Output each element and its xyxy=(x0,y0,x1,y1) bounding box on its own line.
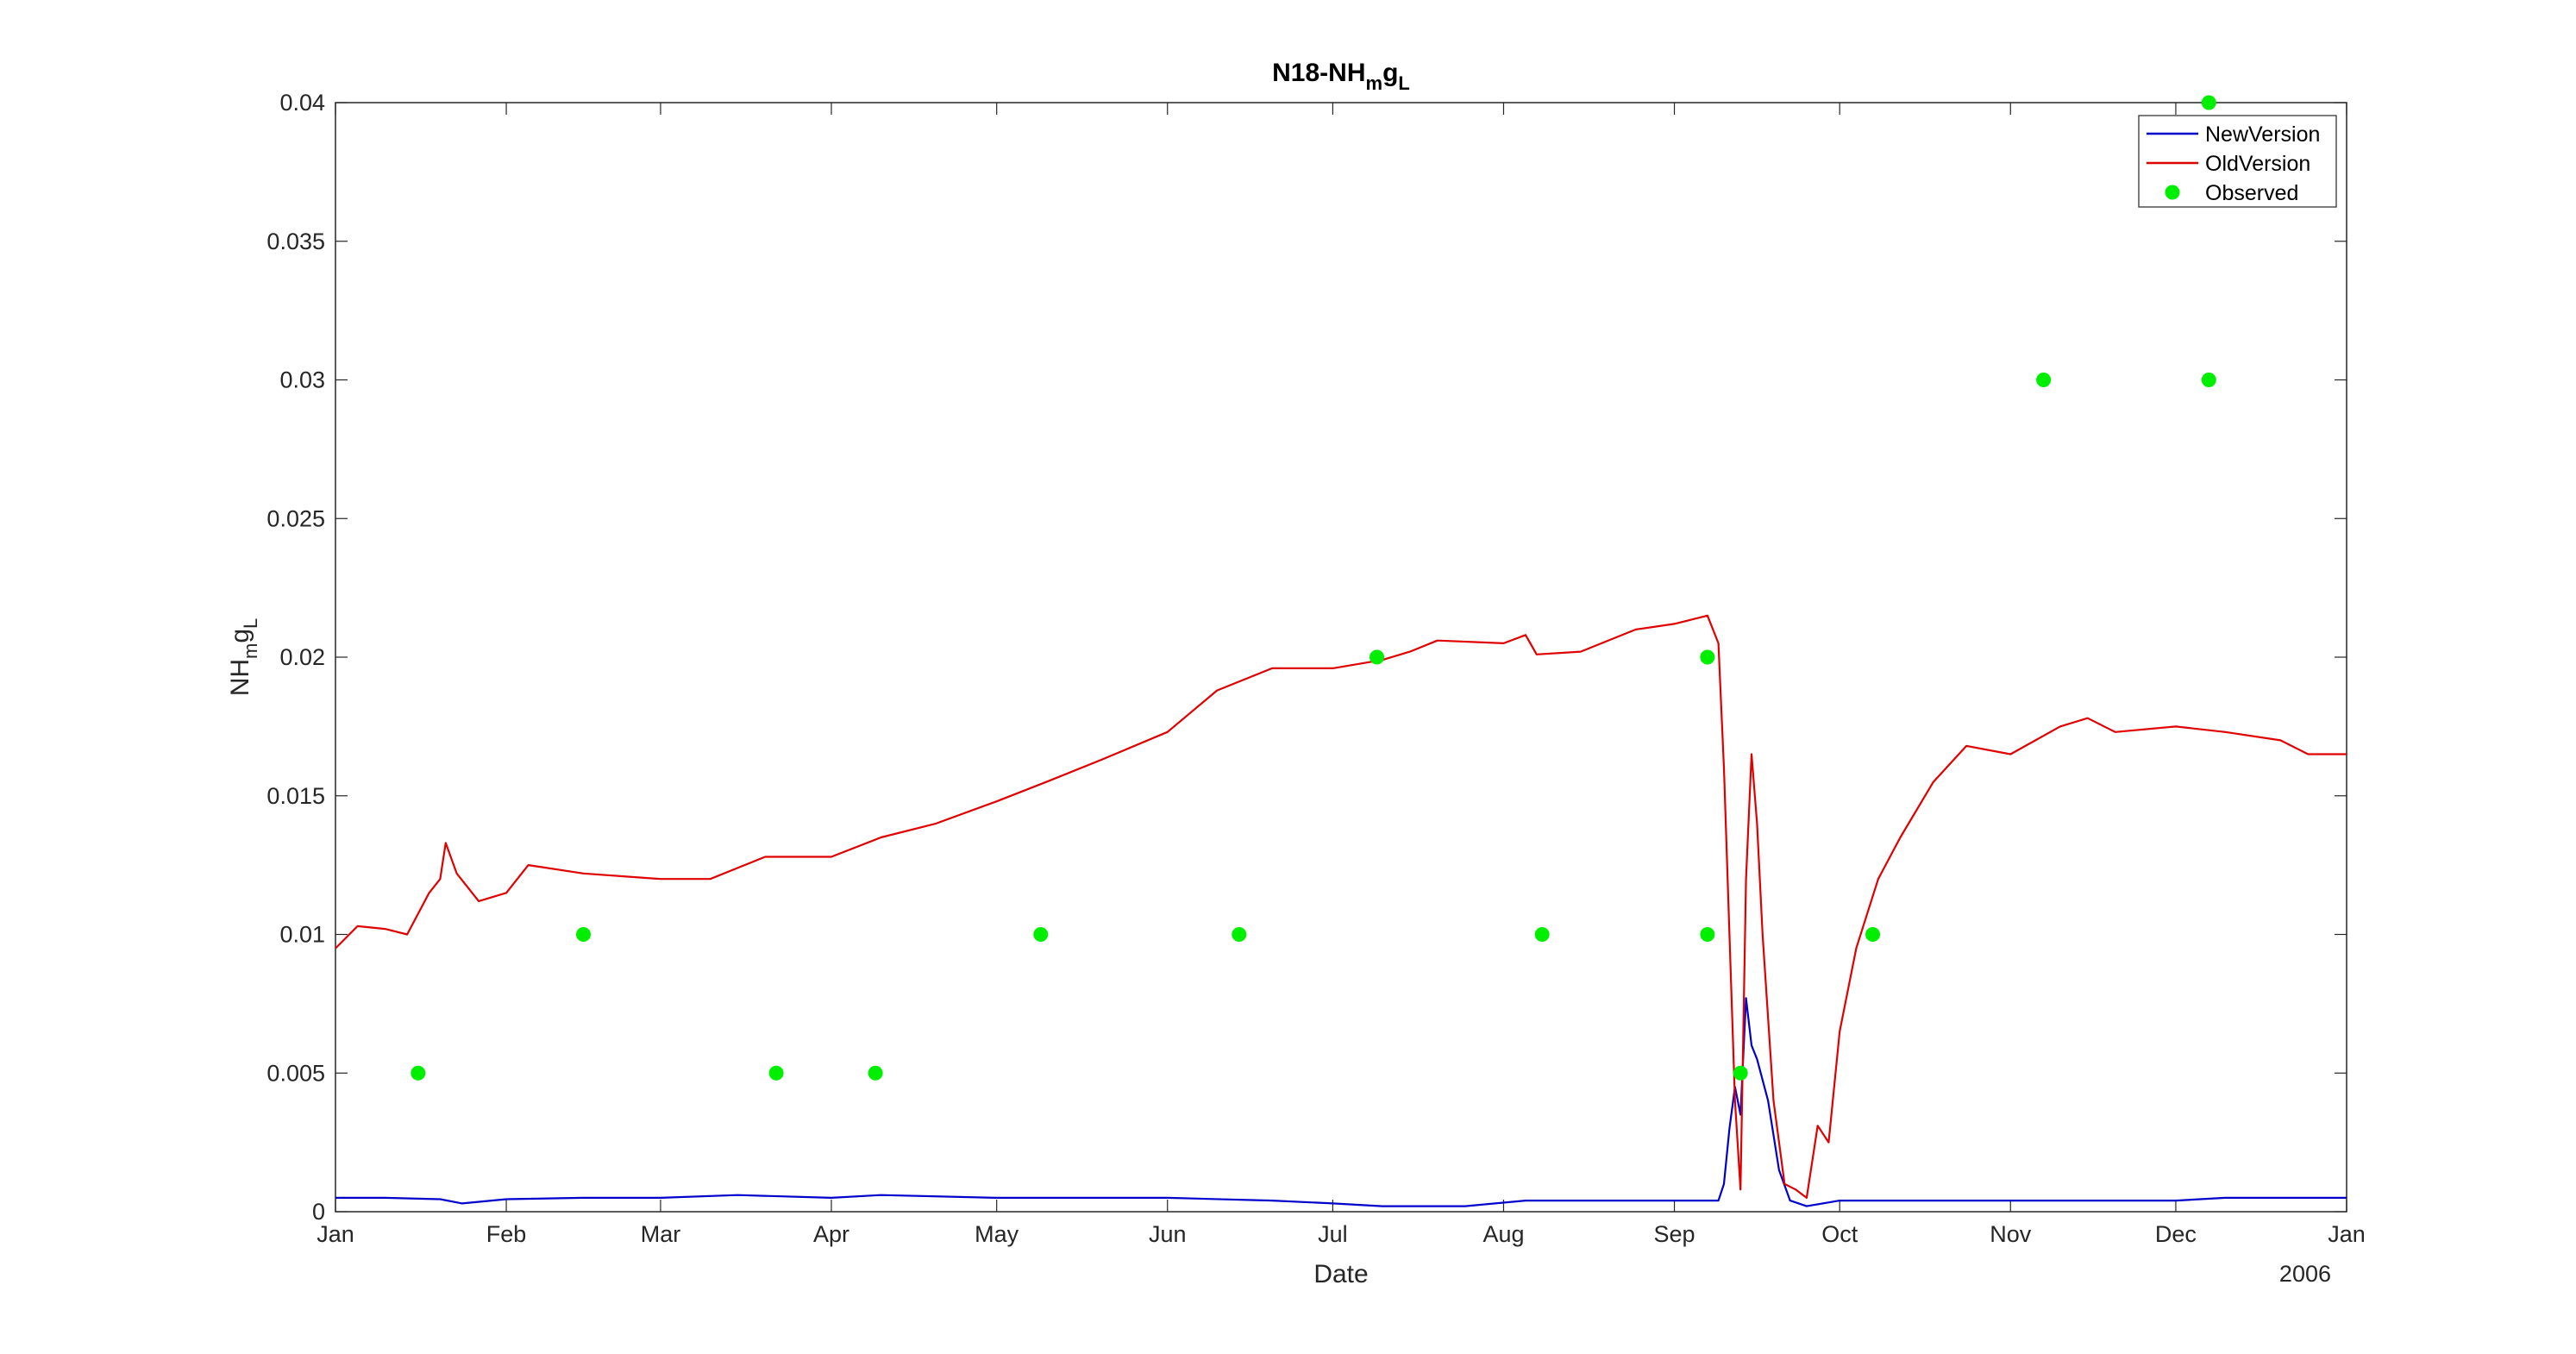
x-tick-label: Feb xyxy=(486,1221,527,1247)
series-line-oldversion xyxy=(335,614,2347,1200)
plot-area-frame xyxy=(335,102,2347,1213)
x-tick-label: Aug xyxy=(1482,1221,1524,1247)
y-tick-label: 0.035 xyxy=(266,229,325,254)
y-axis-label: NHmgL xyxy=(226,618,261,697)
y-tick-label: 0.04 xyxy=(279,90,325,116)
observed-point xyxy=(1700,649,1715,665)
y-tick-label: 0 xyxy=(312,1199,325,1225)
x-tick-label: Oct xyxy=(1821,1221,1858,1247)
observed-point xyxy=(768,1065,784,1081)
legend-label-observed: Observed xyxy=(2205,181,2298,205)
observed-point xyxy=(1865,927,1881,942)
x-tick-label: Sep xyxy=(1654,1221,1695,1247)
y-tick-label: 0.015 xyxy=(266,783,325,809)
x-tick-label: Nov xyxy=(1990,1221,2032,1247)
chart-title: N18-NHmgL xyxy=(1272,59,1410,94)
y-tick-label: 0.01 xyxy=(279,922,325,948)
x-axis-year-label: 2006 xyxy=(2279,1261,2331,1287)
x-tick-label: Jun xyxy=(1149,1221,1187,1247)
x-axis-label: Date xyxy=(1313,1260,1368,1288)
x-tick-label: Apr xyxy=(813,1221,849,1247)
observed-point xyxy=(1700,927,1715,942)
legend-label-oldversion: OldVersion xyxy=(2205,152,2310,176)
x-tick-label: Jan xyxy=(317,1221,354,1247)
legend-swatch-observed xyxy=(2165,185,2180,200)
x-tick-label: May xyxy=(975,1221,1019,1247)
x-tick-label: Jan xyxy=(2328,1221,2366,1247)
observed-point xyxy=(1534,927,1550,942)
series-line-newversion xyxy=(335,997,2347,1207)
y-tick-label: 0.02 xyxy=(279,644,325,670)
observed-point xyxy=(1232,927,1247,942)
observed-point xyxy=(2201,95,2216,110)
observed-point xyxy=(2201,373,2216,387)
x-tick-label: Jul xyxy=(1318,1221,1348,1247)
y-tick-label: 0.005 xyxy=(266,1060,325,1086)
observed-point xyxy=(1733,1065,1748,1081)
legend: NewVersion OldVersion Observed xyxy=(2138,115,2337,208)
x-tick-label: Mar xyxy=(641,1221,681,1247)
legend-label-newversion: NewVersion xyxy=(2205,122,2320,147)
x-tick-label: Dec xyxy=(2155,1221,2197,1247)
observed-point xyxy=(1369,649,1385,665)
y-tick-label: 0.03 xyxy=(279,367,325,393)
y-tick-label: 0.025 xyxy=(266,505,325,531)
observed-point xyxy=(868,1065,883,1081)
observed-point xyxy=(1033,927,1049,942)
observed-point xyxy=(576,927,592,942)
observed-point xyxy=(2036,373,2052,387)
observed-point xyxy=(411,1065,426,1081)
